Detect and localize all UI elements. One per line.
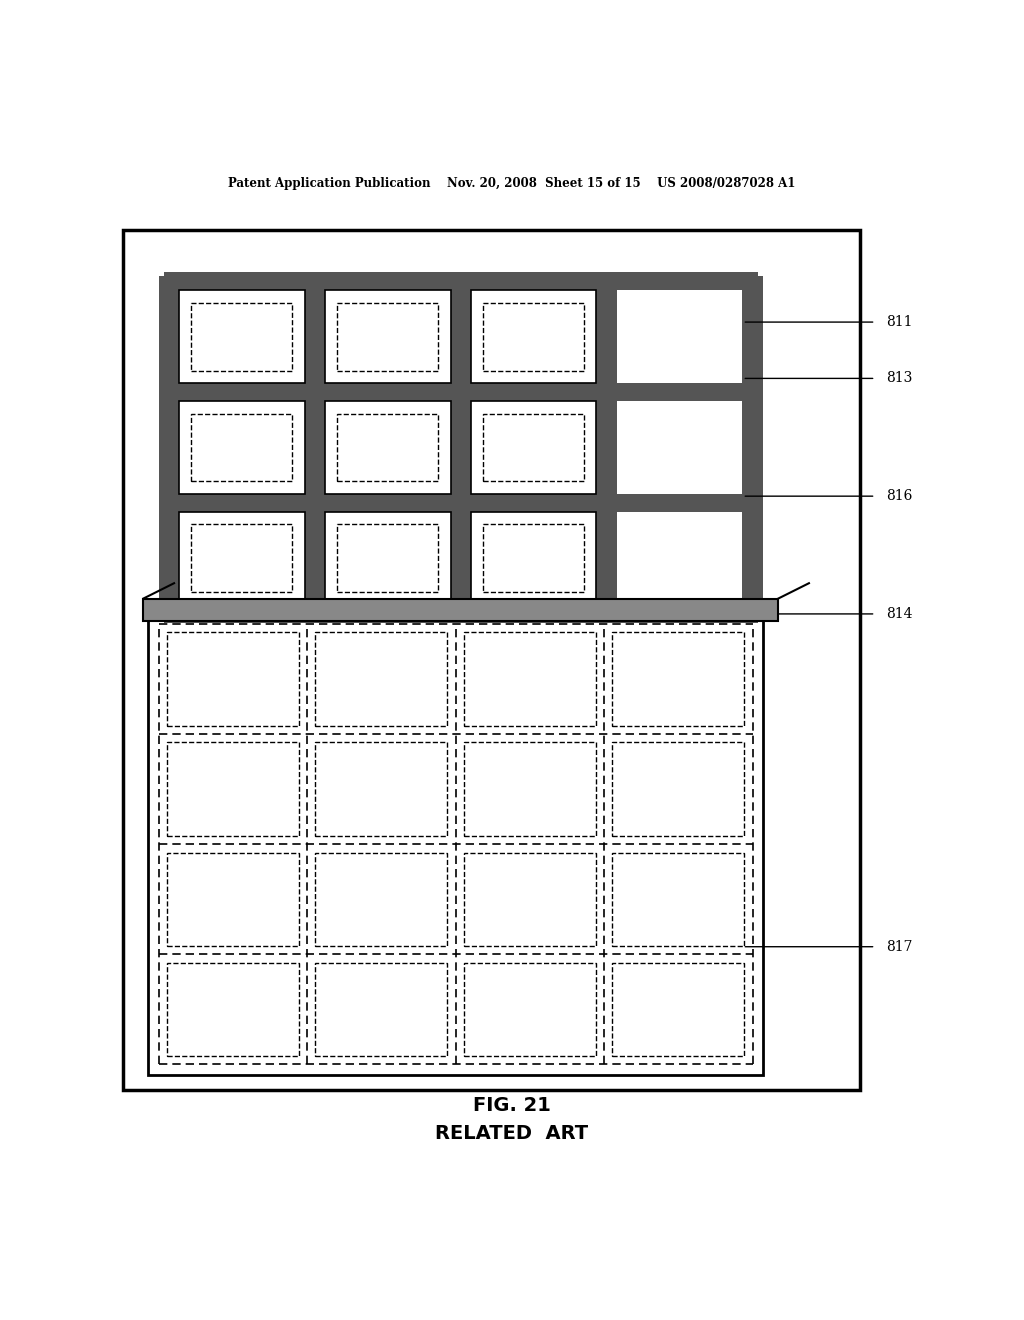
Bar [191,302,293,371]
Bar [464,742,596,836]
Bar [305,276,326,619]
Text: RELATED  ART: RELATED ART [435,1123,589,1143]
Bar [315,853,447,946]
Bar [471,290,596,383]
Bar [326,401,451,494]
Bar [315,962,447,1056]
Bar [338,302,438,371]
Bar [338,524,438,593]
Text: Patent Application Publication    Nov. 20, 2008  Sheet 15 of 15    US 2008/02870: Patent Application Publication Nov. 20, … [228,177,796,190]
Bar [326,512,451,605]
Text: 814: 814 [886,607,912,620]
Bar [464,632,596,726]
Bar [483,524,584,593]
Text: 817: 817 [886,940,912,954]
Bar [742,276,763,619]
Bar [191,524,293,593]
Bar [612,742,744,836]
Bar [123,230,860,1090]
Bar [471,401,596,494]
Bar [464,962,596,1056]
Bar [148,619,763,1074]
Bar [167,742,299,836]
Bar [326,290,451,383]
Bar [164,272,758,290]
Bar [596,276,616,619]
Bar [167,962,299,1056]
Bar [167,632,299,726]
Text: FIG. 21: FIG. 21 [473,1096,551,1115]
Bar [612,962,744,1056]
Bar [159,276,179,619]
Bar [464,853,596,946]
Bar [451,276,471,619]
Bar [338,413,438,482]
Bar [167,853,299,946]
Bar [191,413,293,482]
Bar [164,383,758,401]
Text: 813: 813 [886,371,912,385]
Bar [315,742,447,836]
Bar [179,512,305,605]
Bar [483,302,584,371]
Text: 816: 816 [886,490,912,503]
Text: 811: 811 [886,315,912,329]
Bar [471,512,596,605]
Bar [612,632,744,726]
Bar [483,413,584,482]
Bar [164,494,758,512]
Bar [143,598,778,622]
Bar [612,853,744,946]
Bar [179,290,305,383]
Bar [179,401,305,494]
Bar [164,605,758,623]
Bar [315,632,447,726]
